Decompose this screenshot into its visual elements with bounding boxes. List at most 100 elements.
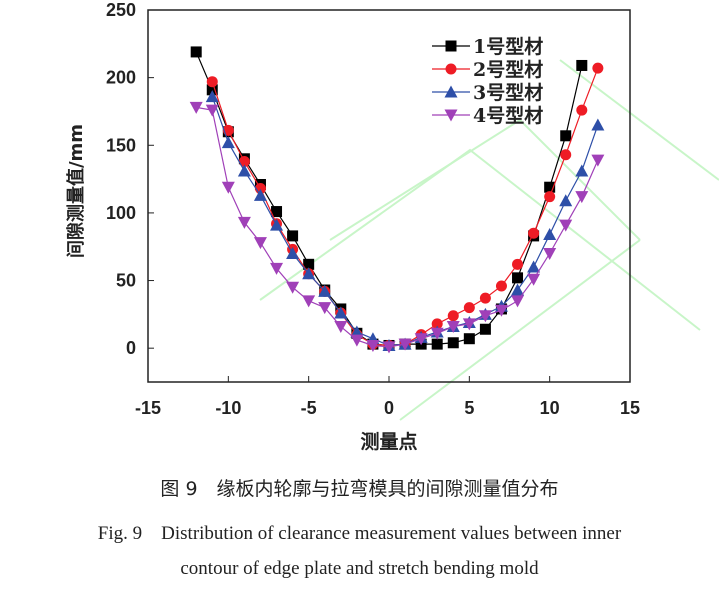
data-point [560, 149, 572, 161]
data-point [302, 267, 316, 280]
data-point [205, 104, 219, 117]
data-point [205, 90, 219, 103]
legend-item: 2号型材 [432, 58, 543, 81]
figure-caption-english-line1: Fig. 9 Distribution of clearance measure… [97, 523, 622, 544]
x-axis-label: 测量点 [360, 431, 417, 453]
x-tick-label: -10 [215, 398, 241, 418]
data-point [253, 237, 267, 250]
data-point [431, 318, 443, 330]
data-point [237, 164, 251, 177]
legend-marker [444, 85, 458, 98]
x-tick-label: -5 [301, 398, 317, 418]
data-point [512, 272, 524, 284]
data-point [286, 281, 300, 294]
data-point [431, 338, 443, 350]
data-point [238, 156, 250, 168]
data-point [221, 181, 235, 194]
y-tick-label: 100 [106, 203, 136, 223]
figure-caption-chinese: 图 9 缘板内轮廓与拉弯模具的间隙测量值分布 [160, 478, 559, 500]
data-point [350, 334, 364, 347]
x-tick-label: 0 [384, 398, 394, 418]
legend-item: 1号型材 [432, 35, 543, 58]
data-point [430, 327, 444, 340]
data-point [591, 154, 605, 167]
data-point [479, 323, 491, 335]
x-tick-label: 10 [540, 398, 560, 418]
data-point [270, 262, 284, 275]
data-point [543, 247, 557, 260]
data-point [334, 306, 348, 319]
y-tick-label: 200 [106, 68, 136, 88]
data-point [221, 136, 235, 149]
y-tick-label: 150 [106, 135, 136, 155]
legend-label: 1号型材 [473, 35, 543, 58]
data-point [463, 302, 475, 314]
data-point [318, 284, 332, 297]
data-point [398, 338, 412, 351]
data-point [447, 310, 459, 322]
data-point [527, 273, 541, 286]
data-point [576, 104, 588, 116]
data-point [544, 191, 556, 203]
legend-marker [445, 40, 457, 52]
data-point [544, 181, 556, 193]
y-axis-label: 间隙测量值/mm [65, 124, 87, 258]
data-point [560, 130, 572, 142]
data-point [286, 246, 300, 259]
data-point [511, 283, 525, 296]
data-point [366, 339, 380, 352]
data-point [350, 325, 364, 338]
data-point [382, 341, 396, 354]
data-point [270, 218, 284, 231]
watermark-line [329, 118, 641, 241]
data-point [318, 302, 332, 315]
y-tick-label: 250 [106, 0, 136, 20]
data-point [543, 228, 557, 241]
data-point [447, 337, 459, 349]
data-point [446, 321, 460, 334]
data-point [575, 191, 589, 204]
data-point [478, 310, 492, 323]
data-point [190, 46, 202, 58]
data-point [479, 292, 491, 304]
series-4 [189, 101, 605, 354]
data-point [237, 216, 251, 229]
y-tick-label: 50 [116, 271, 136, 291]
data-point [592, 62, 604, 74]
watermark-line [399, 239, 641, 421]
legend-marker [444, 109, 458, 122]
watermark-line [259, 148, 701, 331]
x-tick-label: -15 [135, 398, 161, 418]
legend-label: 2号型材 [473, 58, 543, 81]
data-point [591, 118, 605, 131]
line-chart: -15 -10 -5 0 5 10 15050100150200250测量点间隙测量值/mm… [65, 0, 719, 453]
data-point [463, 333, 475, 345]
y-tick-label: 0 [126, 338, 136, 358]
data-point [576, 59, 588, 71]
data-point [287, 230, 299, 242]
legend-marker [445, 63, 457, 75]
data-point [303, 258, 315, 270]
legend-item: 4号型材 [432, 104, 543, 127]
data-point [271, 206, 283, 218]
data-point [189, 101, 203, 114]
data-point [575, 164, 589, 177]
data-point [527, 260, 541, 273]
data-point [494, 304, 508, 317]
data-point [528, 227, 540, 239]
data-point [495, 280, 507, 292]
data-point [462, 318, 476, 331]
data-point [414, 333, 428, 346]
figure-caption-english-line2: contour of edge plate and stretch bendin… [180, 558, 539, 579]
data-point [559, 219, 573, 232]
legend-label: 3号型材 [473, 81, 543, 104]
series-line [196, 106, 599, 348]
x-tick-label: 5 [464, 398, 474, 418]
x-tick-label: 15 [620, 398, 640, 418]
series-line [211, 96, 599, 347]
data-point [302, 295, 316, 308]
watermark-line [559, 59, 719, 181]
data-point [206, 84, 218, 96]
data-point [253, 188, 267, 201]
data-point [512, 258, 524, 270]
